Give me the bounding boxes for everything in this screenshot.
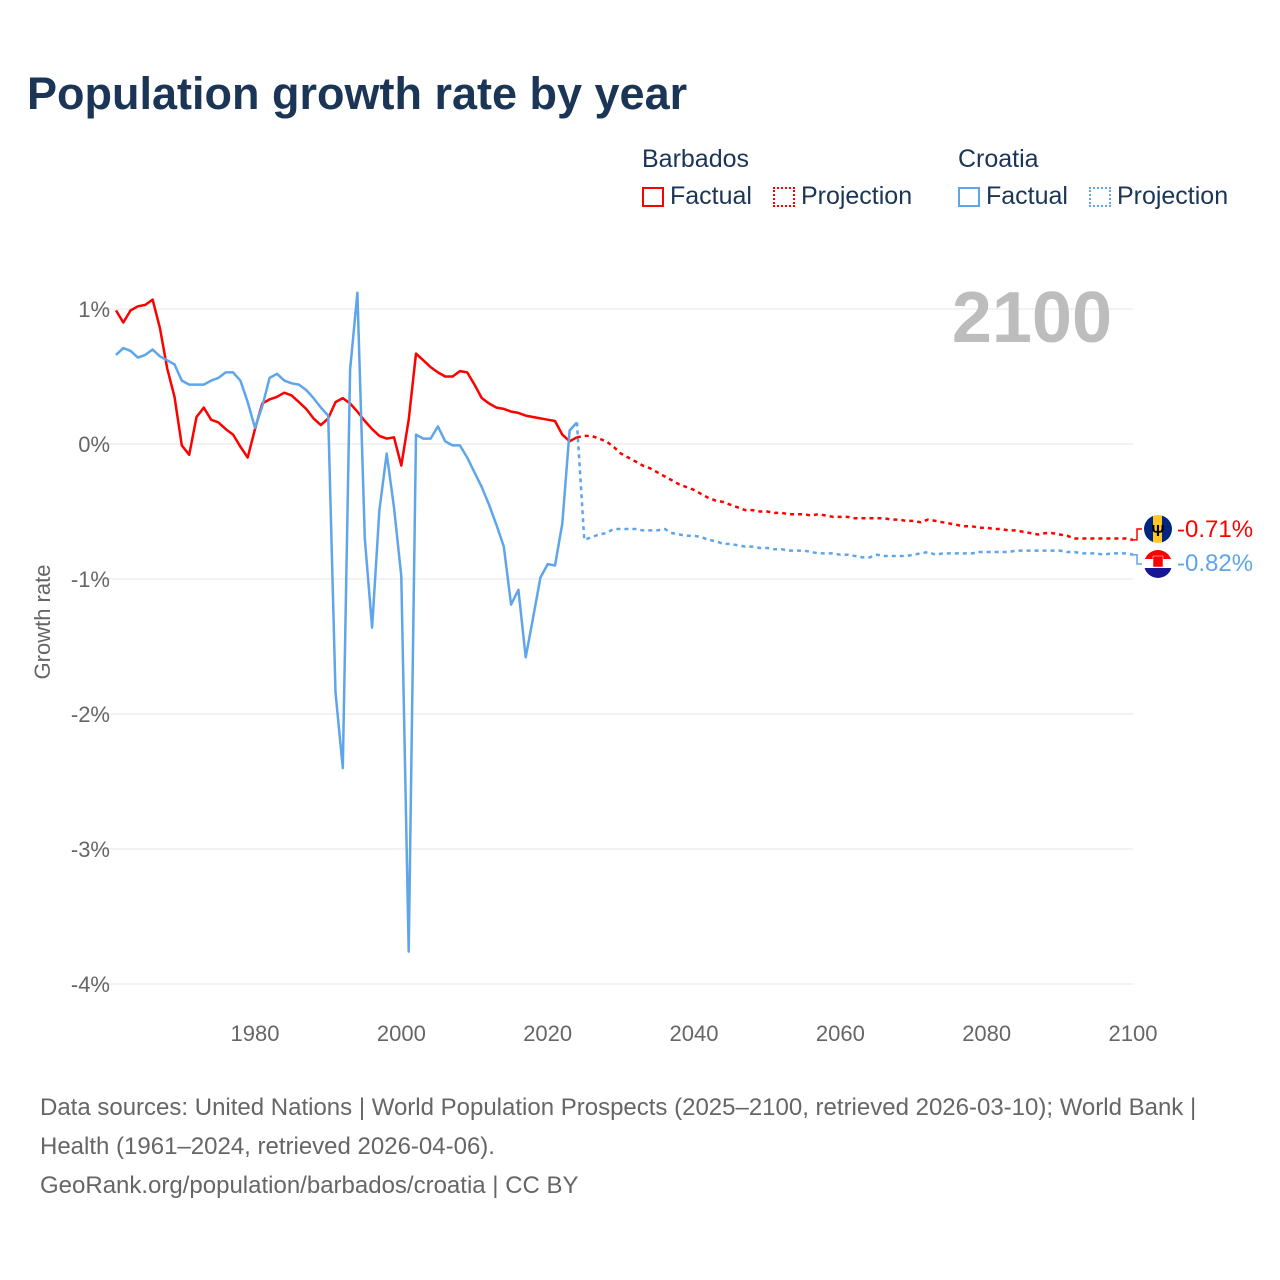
legend-label: Projection xyxy=(800,182,913,210)
y-tick-label: -2% xyxy=(71,702,110,727)
data-sources: Data sources: United Nations | World Pop… xyxy=(40,1094,1197,1160)
x-tick-label: 2060 xyxy=(816,1021,865,1046)
legend-swatch-dotted xyxy=(772,186,795,207)
credit-link[interactable]: GeoRank.org/population/barbados/croatia … xyxy=(40,1172,579,1199)
legend-label: Factual xyxy=(670,182,752,210)
legend-croatia: Croatia Factual Projection xyxy=(958,145,1242,214)
end-connector xyxy=(1133,528,1142,541)
end-connector xyxy=(1133,553,1142,565)
series-line-barbados-factual xyxy=(114,298,578,467)
series-line-barbados-projection xyxy=(576,434,1134,542)
legend-group-name: Barbados xyxy=(642,145,750,173)
year-watermark: 2100 xyxy=(952,278,1112,358)
legend-swatch-solid xyxy=(958,186,980,207)
y-tick-label: 1% xyxy=(78,297,110,322)
svg-text:Ψ: Ψ xyxy=(1152,523,1165,540)
x-tick-label: 2020 xyxy=(523,1021,572,1046)
footer: Data sources: United Nations | World Pop… xyxy=(40,1088,1240,1205)
y-tick-label: -3% xyxy=(71,837,110,862)
legend-label: Projection xyxy=(1116,182,1229,210)
y-tick-label: -1% xyxy=(71,567,110,592)
legend-swatch-solid xyxy=(642,186,664,207)
flag-barbados-icon: Ψ xyxy=(1144,515,1172,543)
chart-title: Population growth rate by year xyxy=(27,68,688,119)
legend-group-name: Croatia xyxy=(958,145,1039,173)
legend-croatia-projection[interactable]: Projection xyxy=(1088,182,1229,211)
flag-croatia-icon xyxy=(1144,550,1172,578)
y-tick-label: -4% xyxy=(71,972,110,997)
legend-barbados-projection[interactable]: Projection xyxy=(772,182,913,211)
series-line-croatia-factual xyxy=(115,291,578,953)
x-tick-label: 2080 xyxy=(962,1021,1011,1046)
legend-swatch-dotted xyxy=(1088,186,1111,207)
legend-barbados-factual[interactable]: Factual xyxy=(642,182,752,211)
legend-label: Factual xyxy=(986,182,1068,210)
legend-barbados: Barbados Factual Projection xyxy=(642,145,926,214)
end-label-barbados: -0.71% xyxy=(1177,516,1253,543)
y-tick-label: 0% xyxy=(78,432,110,457)
x-tick-label: 2000 xyxy=(377,1021,426,1046)
x-tick-label: 1980 xyxy=(231,1021,280,1046)
y-axis-label: Growth rate xyxy=(30,565,55,680)
x-tick-label: 2100 xyxy=(1109,1021,1158,1046)
legend-croatia-factual[interactable]: Factual xyxy=(958,182,1068,211)
x-tick-label: 2040 xyxy=(670,1021,719,1046)
series-line-croatia-projection xyxy=(575,422,1134,559)
end-label-croatia: -0.82% xyxy=(1177,550,1253,577)
